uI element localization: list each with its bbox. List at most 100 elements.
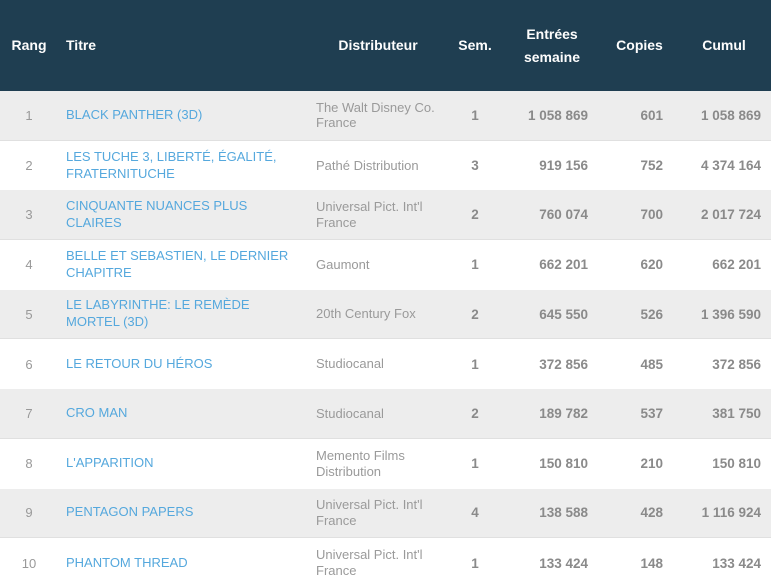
weeks-cell: 1 [471,555,479,571]
table-row: 4 BELLE ET SEBASTIEN, LE DERNIER CHAPITR… [0,240,771,290]
copies-cell: 526 [640,306,663,322]
header-distributeur: Distributeur [338,37,418,54]
distributor-cell: Pathé Distribution [316,157,419,173]
distributor-cell: Studiocanal [316,405,384,421]
copies-cell: 428 [640,505,663,521]
distributor-cell: Memento Films Distribution [316,448,405,479]
film-title-link[interactable]: L'APPARITION [66,455,154,471]
weekly-admissions-cell: 662 201 [539,257,588,273]
distributor-cell: Universal Pict. Int'l France [316,497,423,528]
distributor-cell: The Walt Disney Co. France [316,99,435,131]
film-title-link[interactable]: LE RETOUR DU HÉROS [66,355,213,371]
title-cell: LE RETOUR DU HÉROS [58,356,308,373]
distributor-cell: Universal Pict. Int'l France [316,199,423,230]
header-rang: Rang [11,37,47,54]
header-entrees-semaine: Entrées semaine [523,26,581,65]
weekly-admissions-cell: 919 156 [539,158,588,174]
table-row: 3 CINQUANTE NUANCES PLUS CLAIRES Univers… [0,190,771,241]
title-cell: PENTAGON PAPERS [58,504,308,521]
cumulative-cell: 1 116 924 [701,505,761,521]
rank-cell: 4 [25,257,33,273]
copies-cell: 148 [640,555,663,571]
cumulative-cell: 4 374 164 [700,158,761,174]
table-row: 1 BLACK PANTHER (3D) The Walt Disney Co.… [0,91,771,141]
film-title-link[interactable]: CINQUANTE NUANCES PLUS CLAIRES [66,197,248,230]
table-row: 10 PHANTOM THREAD Universal Pict. Int'l … [0,538,771,588]
title-cell: PHANTOM THREAD [58,555,308,572]
table-row: 5 LE LABYRINTHE: LE REMÈDE MORTEL (3D) 2… [0,289,771,340]
table-row: 8 L'APPARITION Memento Films Distributio… [0,438,771,489]
table-body: 1 BLACK PANTHER (3D) The Walt Disney Co.… [0,91,771,588]
title-cell: L'APPARITION [58,455,308,472]
film-title-link[interactable]: LES TUCHE 3, LIBERTÉ, ÉGALITÉ, FRATERNIT… [66,148,277,181]
copies-cell: 601 [640,107,663,123]
copies-cell: 210 [640,456,663,472]
cumulative-cell: 2 017 724 [700,207,761,223]
rank-cell: 1 [25,107,33,123]
rank-cell: 7 [25,405,33,421]
distributor-cell: Gaumont [316,257,370,273]
title-cell: LE LABYRINTHE: LE REMÈDE MORTEL (3D) [58,297,308,331]
distributor-cell: Universal Pict. Int'l France [316,547,423,579]
weekly-admissions-cell: 760 074 [539,207,588,223]
copies-cell: 537 [640,405,663,421]
rank-cell: 5 [25,306,33,322]
film-title-link[interactable]: BLACK PANTHER (3D) [66,106,203,122]
cumulative-cell: 1 396 590 [700,306,761,322]
cumulative-cell: 150 810 [712,456,761,472]
copies-cell: 752 [640,158,663,174]
header-copies: Copies [616,37,663,54]
distributor-cell: 20th Century Fox [316,306,416,322]
weeks-cell: 1 [471,257,479,273]
rank-cell: 3 [25,207,33,223]
weeks-cell: 1 [471,107,479,123]
rank-cell: 2 [25,158,33,174]
film-title-link[interactable]: CRO MAN [66,405,128,421]
rank-cell: 9 [25,505,33,521]
header-sem: Sem. [458,37,492,54]
film-title-link[interactable]: PHANTOM THREAD [66,554,188,570]
weeks-cell: 4 [471,505,479,521]
weekly-admissions-cell: 133 424 [539,555,588,571]
table-row: 2 LES TUCHE 3, LIBERTÉ, ÉGALITÉ, FRATERN… [0,140,771,191]
copies-cell: 620 [640,257,663,273]
rank-cell: 8 [25,456,33,472]
rank-cell: 10 [21,555,37,571]
copies-cell: 700 [640,207,663,223]
film-title-link[interactable]: LE LABYRINTHE: LE REMÈDE MORTEL (3D) [66,297,250,330]
title-cell: CINQUANTE NUANCES PLUS CLAIRES [58,198,308,232]
title-cell: BLACK PANTHER (3D) [58,107,308,124]
cumulative-cell: 133 424 [712,555,761,571]
weeks-cell: 2 [471,306,479,322]
weeks-cell: 1 [471,356,479,372]
cumulative-cell: 381 750 [712,405,761,421]
film-title-link[interactable]: BELLE ET SEBASTIEN, LE DERNIER CHAPITRE [66,248,289,280]
weeks-cell: 3 [471,158,479,174]
header-titre: Titre [66,37,97,54]
header-cumul: Cumul [702,37,746,54]
rank-cell: 6 [25,356,33,372]
cumulative-cell: 372 856 [712,356,761,372]
weekly-admissions-cell: 138 588 [539,505,588,521]
title-cell: BELLE ET SEBASTIEN, LE DERNIER CHAPITRE [58,248,308,282]
table-row: 7 CRO MAN Studiocanal 2 189 782 537 381 … [0,389,771,439]
table-row: 6 LE RETOUR DU HÉROS Studiocanal 1 372 8… [0,339,771,390]
weeks-cell: 2 [471,207,479,223]
table-row: 9 PENTAGON PAPERS Universal Pict. Int'l … [0,488,771,539]
distributor-cell: Studiocanal [316,356,384,372]
cumulative-cell: 662 201 [712,257,761,273]
title-cell: LES TUCHE 3, LIBERTÉ, ÉGALITÉ, FRATERNIT… [58,149,308,183]
table-header: Rang Titre Distributeur Sem. Entrées sem… [0,0,771,91]
weeks-cell: 2 [471,405,479,421]
weeks-cell: 1 [471,456,479,472]
weekly-admissions-cell: 189 782 [539,405,588,421]
weekly-admissions-cell: 1 058 869 [527,107,588,123]
copies-cell: 485 [640,356,663,372]
film-title-link[interactable]: PENTAGON PAPERS [66,504,194,520]
title-cell: CRO MAN [58,405,308,422]
weekly-admissions-cell: 150 810 [539,456,588,472]
weekly-admissions-cell: 645 550 [539,306,588,322]
cumulative-cell: 1 058 869 [700,107,761,123]
weekly-admissions-cell: 372 856 [539,356,588,372]
